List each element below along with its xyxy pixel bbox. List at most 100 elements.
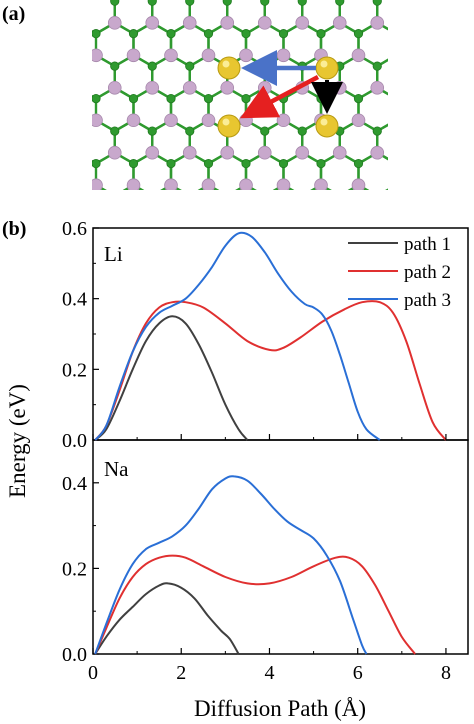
x-tick-label: 2 bbox=[176, 662, 186, 684]
purple-atom bbox=[145, 16, 160, 30]
legend-label-path-2: path 2 bbox=[404, 262, 451, 283]
na-subplot-label: Na bbox=[104, 457, 129, 481]
purple-atom bbox=[296, 211, 309, 224]
green-atom bbox=[223, 192, 231, 200]
lattice-bond bbox=[396, 88, 415, 99]
adsorbed-atom bbox=[315, 56, 339, 80]
lattice-bond bbox=[434, 23, 453, 34]
purple-atom bbox=[182, 16, 197, 30]
lattice-bond bbox=[415, 185, 434, 196]
bottom-plot-frame bbox=[92, 439, 469, 655]
green-atom bbox=[448, 0, 456, 5]
lattice-bond bbox=[452, 88, 471, 99]
green-atom bbox=[335, 0, 345, 6]
x-axis-title: Diffusion Path (Å) bbox=[194, 696, 366, 721]
lattice-bond bbox=[284, 218, 303, 229]
lattice-bond bbox=[396, 23, 415, 34]
green-atom bbox=[203, 158, 214, 169]
green-atom bbox=[222, 0, 232, 6]
legend-label-path-1: path 1 bbox=[404, 234, 451, 255]
purple-atom bbox=[126, 178, 141, 190]
lattice-bond bbox=[134, 218, 153, 229]
green-atom bbox=[92, 94, 101, 104]
green-atom bbox=[185, 126, 195, 136]
purple-atom bbox=[390, 49, 403, 62]
lattice-bond bbox=[434, 88, 453, 99]
lattice-bond bbox=[396, 88, 415, 99]
purple-atom bbox=[71, 16, 84, 29]
purple-atom bbox=[408, 146, 421, 159]
lattice-bond bbox=[359, 218, 378, 229]
green-atom bbox=[392, 94, 400, 102]
purple-atom bbox=[333, 211, 346, 224]
lattice-bond bbox=[152, 218, 171, 229]
purple-atom bbox=[220, 145, 235, 160]
green-atom bbox=[353, 94, 364, 104]
lattice-bond bbox=[396, 120, 415, 131]
green-atom bbox=[353, 29, 364, 39]
lattice-bond bbox=[434, 0, 453, 1]
li-series-path-1 bbox=[94, 315, 249, 441]
y-axis-title: Energy (eV) bbox=[5, 384, 30, 498]
adsorbed-atom bbox=[217, 56, 241, 80]
green-atom bbox=[278, 29, 289, 39]
lattice-bond bbox=[396, 185, 415, 196]
purple-atom bbox=[201, 113, 216, 128]
green-atom bbox=[73, 62, 81, 70]
green-atom bbox=[429, 29, 437, 37]
lattice-bond bbox=[115, 218, 134, 229]
purple-atom bbox=[351, 113, 366, 128]
green-atom bbox=[73, 192, 81, 200]
lattice-bond bbox=[434, 153, 453, 164]
purple-atom bbox=[370, 80, 385, 95]
lattice-bond bbox=[396, 0, 415, 1]
green-atom bbox=[147, 0, 157, 6]
green-atom bbox=[166, 158, 176, 169]
lattice-bond bbox=[190, 218, 209, 229]
lattice-bond bbox=[302, 218, 321, 229]
li-series-path-3 bbox=[94, 231, 381, 441]
lattice-bond bbox=[396, 218, 415, 229]
green-atom bbox=[261, 192, 269, 200]
lattice-bond bbox=[452, 55, 471, 66]
purple-atom bbox=[239, 113, 253, 128]
green-atom bbox=[392, 29, 400, 37]
y-tick-label: 0.2 bbox=[62, 558, 87, 580]
green-atom bbox=[203, 94, 214, 104]
purple-atom bbox=[390, 114, 403, 127]
y-tick-label: 0.6 bbox=[62, 218, 87, 240]
na-series-path-3 bbox=[94, 475, 368, 655]
purple-atom bbox=[145, 145, 160, 160]
green-atom bbox=[186, 192, 194, 200]
green-atom bbox=[467, 29, 474, 37]
purple-atom bbox=[465, 49, 474, 62]
purple-atom bbox=[182, 145, 197, 160]
x-axis: 0 2 4 6 8 bbox=[88, 434, 451, 684]
green-atom bbox=[147, 61, 157, 71]
purple-atom bbox=[370, 145, 385, 160]
purple-atom bbox=[164, 48, 178, 63]
green-atom bbox=[429, 159, 437, 167]
purple-atom bbox=[201, 48, 216, 63]
lattice-bond bbox=[434, 218, 453, 229]
x-tick-label: 6 bbox=[353, 662, 363, 684]
lattice-bond bbox=[396, 185, 415, 196]
legend-label-path-3: path 3 bbox=[404, 290, 451, 311]
y-tick-label: 0.0 bbox=[62, 644, 87, 666]
green-atom bbox=[241, 94, 251, 104]
green-atom bbox=[411, 0, 419, 5]
purple-atom bbox=[390, 179, 403, 192]
lattice-bond bbox=[377, 218, 396, 229]
green-atom bbox=[353, 158, 364, 169]
path-2-arrow bbox=[240, 75, 320, 119]
green-atom bbox=[147, 126, 157, 136]
green-atom bbox=[241, 29, 251, 39]
green-atom bbox=[372, 0, 382, 6]
lattice-bond bbox=[452, 23, 471, 34]
purple-atom bbox=[92, 178, 103, 190]
na-series-path-1 bbox=[94, 582, 240, 655]
purple-atom bbox=[107, 16, 122, 30]
green-atom bbox=[448, 62, 456, 70]
lattice-bond bbox=[415, 55, 434, 66]
x-tick-label: 0 bbox=[88, 662, 98, 684]
